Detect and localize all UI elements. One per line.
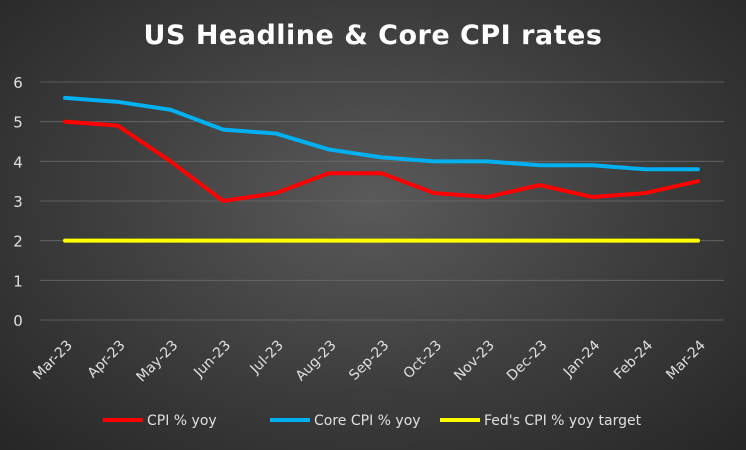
x-tick-label: Nov-23 (451, 338, 498, 385)
x-tick-label: Mar-23 (30, 338, 76, 384)
x-tick-label: Jun-23 (190, 338, 234, 382)
x-tick-label: Aug-23 (293, 338, 340, 385)
x-tick-label: Jan-24 (560, 337, 604, 381)
series-line-cpi-yoy (63, 119, 700, 203)
x-tick-label: Sep-23 (346, 338, 392, 384)
x-tick-label: Feb-24 (611, 337, 656, 382)
y-tick-label: 6 (13, 74, 23, 92)
x-tick-label: Mar-24 (663, 337, 709, 383)
x-tick-label: Jul-23 (247, 338, 287, 378)
x-tick-label: Oct-23 (400, 338, 445, 383)
legend-label: Core CPI % yoy (314, 413, 421, 429)
legend-label: Fed's CPI % yoy target (484, 413, 642, 429)
series-line-core-cpi-yoy (63, 95, 700, 172)
x-tick-label: Dec-23 (504, 338, 551, 385)
y-tick-label: 0 (13, 312, 23, 330)
x-tick-label: Apr-23 (85, 338, 129, 382)
y-tick-label: 4 (13, 153, 23, 171)
y-tick-label: 5 (13, 114, 23, 132)
y-tick-label: 2 (13, 233, 23, 251)
chart-title: US Headline & Core CPI rates (143, 20, 603, 51)
x-tick-label: May-23 (134, 338, 182, 386)
y-tick-label: 3 (13, 193, 23, 211)
y-tick-label: 1 (13, 272, 23, 290)
legend-label: CPI % yoy (147, 413, 217, 429)
